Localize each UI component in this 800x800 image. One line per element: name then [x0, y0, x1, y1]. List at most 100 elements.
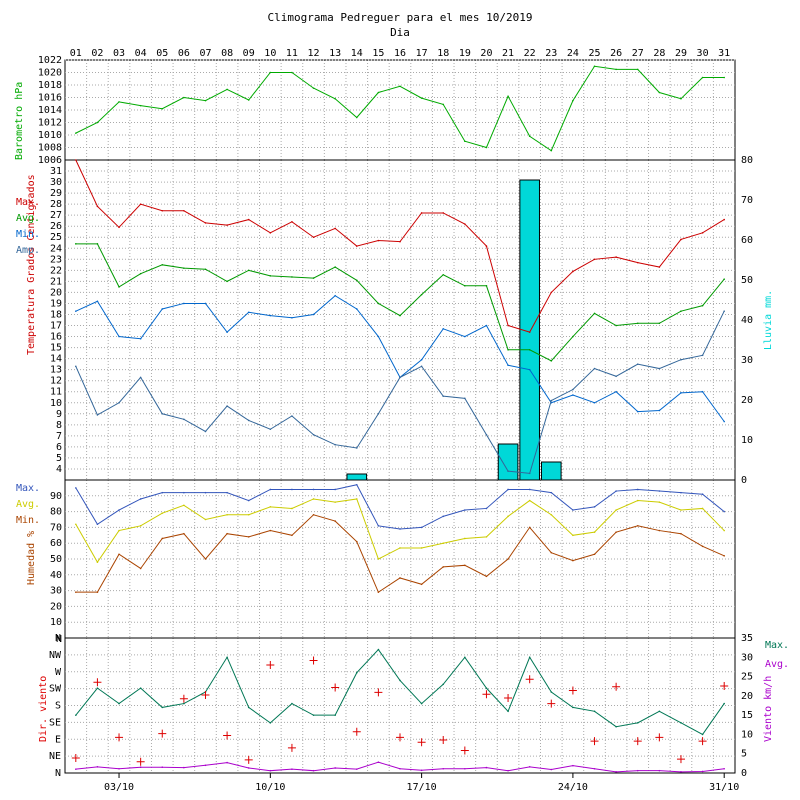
- wind-speed-tick: 15: [741, 710, 753, 721]
- temp-point: [377, 412, 380, 415]
- hum-point: [291, 507, 293, 510]
- temp-point: [183, 302, 185, 305]
- day-label: 07: [199, 48, 211, 59]
- hum-legend-1: Avg.: [16, 499, 40, 510]
- temp-point: [96, 300, 99, 303]
- temp-point: [464, 223, 466, 225]
- temp-point: [226, 224, 228, 226]
- wind-point: [615, 725, 617, 728]
- temp-tick-label: 23: [50, 254, 62, 265]
- top-axis-label: Dia: [390, 26, 410, 39]
- temp-point: [139, 203, 142, 205]
- temp-point: [420, 358, 423, 361]
- day-label: 24: [567, 48, 579, 59]
- wind-point: [464, 767, 466, 770]
- temp-point: [269, 232, 272, 234]
- hum-point: [269, 488, 272, 491]
- barometer-point: [334, 97, 336, 100]
- hum-tick-label: 10: [50, 617, 62, 628]
- rain-tick-label: 40: [741, 315, 753, 326]
- temp-point: [204, 430, 207, 433]
- temp-tick-label: 8: [56, 420, 62, 431]
- wind-point: [183, 702, 185, 705]
- hum-point: [355, 483, 358, 486]
- temp-tick-label: 5: [56, 453, 62, 464]
- wind-point: [96, 766, 99, 768]
- temp-point: [183, 418, 185, 421]
- barometer-point: [161, 107, 164, 110]
- wind-speed-tick: 10: [741, 729, 753, 740]
- hum-legend-0: Max.: [16, 483, 40, 494]
- barometer-point: [442, 103, 445, 106]
- temp-tick-label: 29: [50, 188, 62, 199]
- barometer-point: [139, 104, 142, 107]
- hum-point: [442, 542, 445, 544]
- temp-point: [118, 401, 120, 404]
- temp-point: [507, 348, 509, 351]
- wind-dir-tick: SW: [49, 684, 62, 695]
- baro-tick-label: 1016: [38, 93, 62, 104]
- day-label: 29: [675, 48, 687, 59]
- humidity-panel: Humedad % 10 20 30 40 50 60 70 80 90 N Max. Avg. Min…: [16, 479, 736, 645]
- hum-point: [420, 547, 423, 549]
- temp-point: [572, 394, 574, 396]
- rain-tick-label: 20: [741, 395, 753, 406]
- baro-tick-label: 1006: [38, 155, 62, 166]
- temp-line-3: [75, 310, 725, 474]
- wind-dir-tick: NE: [49, 751, 61, 762]
- temp-point: [247, 311, 250, 314]
- hum-point: [399, 577, 401, 579]
- wind-point: [377, 761, 380, 763]
- temp-point: [658, 322, 661, 325]
- barometer-point: [355, 116, 358, 119]
- rain-tick-label: 10: [741, 435, 753, 446]
- barometer-point: [636, 68, 639, 71]
- barometer-point: [291, 71, 293, 74]
- temp-point: [680, 310, 682, 312]
- hum-point: [442, 566, 445, 568]
- wind-point: [118, 767, 120, 770]
- hum-point: [269, 529, 272, 532]
- barometer-point: [377, 91, 380, 94]
- wind-point: [226, 761, 228, 764]
- temp-point: [658, 409, 661, 412]
- wind-point: [226, 656, 228, 659]
- temp-point: [334, 266, 336, 268]
- hum-point: [334, 520, 336, 522]
- hum-point: [723, 529, 725, 532]
- hum-point: [442, 515, 445, 518]
- hum-point: [204, 558, 207, 560]
- wind-point: [572, 764, 574, 767]
- temp-point: [96, 243, 99, 245]
- temp-point: [75, 365, 77, 368]
- temp-point: [550, 399, 553, 402]
- hum-point: [377, 558, 380, 560]
- wind-point: [658, 769, 661, 772]
- wind-point: [593, 710, 596, 713]
- day-label: 26: [610, 48, 622, 59]
- wind-point: [355, 768, 358, 770]
- baro-tick-label: 1018: [38, 80, 62, 91]
- hum-point: [118, 553, 120, 556]
- hum-point: [226, 532, 228, 535]
- hum-point: [680, 491, 682, 494]
- barometer-point: [680, 97, 682, 100]
- temp-point: [550, 291, 553, 294]
- day-label: 17: [416, 48, 428, 59]
- barometer-point: [226, 88, 228, 91]
- temp-point: [399, 314, 401, 317]
- hum-point: [334, 488, 336, 491]
- barometer-point: [485, 146, 488, 149]
- temp-point: [334, 443, 336, 446]
- hum-point: [291, 488, 293, 491]
- temp-point: [96, 205, 99, 208]
- temp-point: [507, 470, 509, 472]
- day-label: 19: [459, 48, 471, 59]
- temp-tick-label: 14: [50, 354, 62, 365]
- temp-point: [399, 376, 401, 379]
- wind-speed-tick: 30: [741, 652, 753, 663]
- hum-point: [507, 558, 509, 560]
- date-label: 10/10: [255, 782, 285, 793]
- hum-point: [464, 564, 466, 567]
